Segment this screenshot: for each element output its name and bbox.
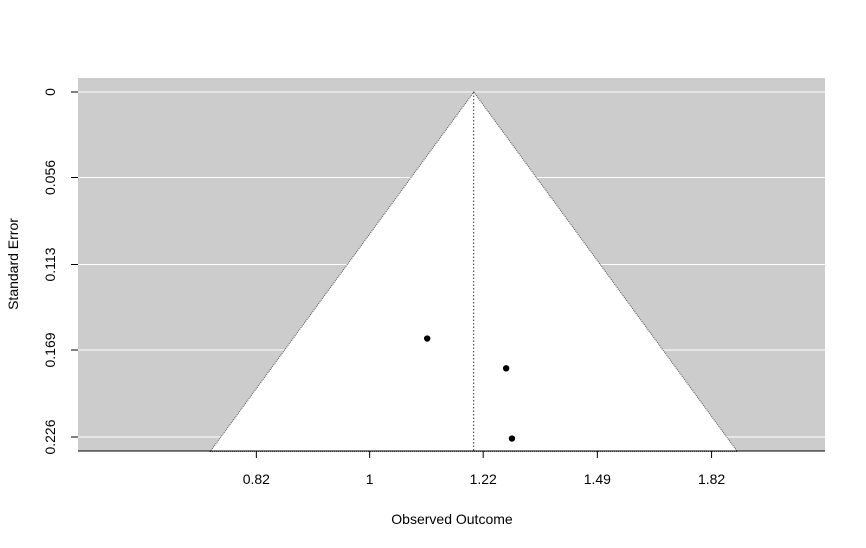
y-tick-label-1: 0.056 bbox=[42, 160, 58, 195]
data-point-3 bbox=[508, 435, 516, 442]
data-point-1 bbox=[423, 335, 431, 342]
x-axis-ticks: 0.82 1 1.22 1.49 1.82 bbox=[243, 451, 725, 487]
data-points bbox=[423, 335, 516, 442]
y-tick-label-0: 0 bbox=[42, 88, 58, 96]
y-axis-ticks: 0 0.056 0.113 0.169 0.226 bbox=[42, 88, 78, 455]
y-tick-label-2: 0.113 bbox=[42, 247, 58, 281]
y-axis-title: Standard Error bbox=[5, 218, 21, 310]
x-tick-label-3: 1.49 bbox=[584, 471, 611, 487]
x-tick-label-4: 1.82 bbox=[698, 471, 725, 487]
x-axis-title: Observed Outcome bbox=[391, 511, 513, 527]
data-point-2 bbox=[502, 365, 510, 372]
x-tick-label-2: 1.22 bbox=[470, 471, 497, 487]
x-tick-label-0: 0.82 bbox=[243, 471, 270, 487]
x-tick-label-1: 1 bbox=[366, 471, 374, 487]
y-tick-label-3: 0.169 bbox=[42, 332, 58, 367]
y-tick-label-4: 0.226 bbox=[42, 419, 58, 454]
